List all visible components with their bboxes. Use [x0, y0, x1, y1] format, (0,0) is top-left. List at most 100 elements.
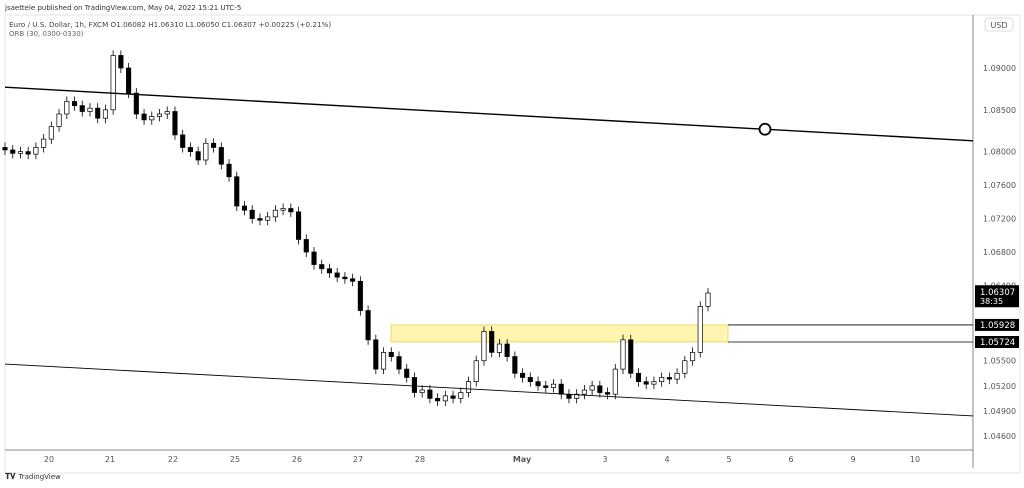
- candle-body: [527, 377, 533, 382]
- candle-body: [334, 272, 340, 278]
- chart-frame: [4, 14, 1021, 474]
- candle-body: [79, 105, 85, 112]
- candle: [303, 234, 309, 258]
- candle-body: [620, 339, 626, 370]
- candle: [674, 368, 680, 385]
- candle-body: [481, 331, 487, 362]
- candle: [357, 276, 363, 316]
- currency-badge[interactable]: USD: [984, 17, 1014, 32]
- candle-body: [659, 377, 665, 382]
- candle-body: [558, 383, 564, 395]
- candle-body: [535, 381, 541, 387]
- candle: [249, 205, 255, 224]
- x-tick-label: 4: [664, 455, 669, 464]
- candle: [489, 326, 495, 358]
- candle: [350, 273, 356, 287]
- candle: [110, 50, 116, 115]
- candle: [141, 108, 147, 125]
- candle-body: [597, 385, 603, 393]
- candle-body: [164, 111, 170, 115]
- candle: [520, 368, 526, 383]
- candle-body: [64, 101, 70, 115]
- candle-body: [589, 385, 595, 391]
- candle-body: [628, 339, 634, 374]
- candle: [48, 121, 54, 145]
- candle-body: [180, 134, 186, 148]
- indicator-legend[interactable]: ORB (30, 0300-0330): [9, 30, 84, 38]
- candle-body: [435, 398, 441, 402]
- candle-body: [465, 381, 472, 393]
- candle-body: [303, 239, 309, 253]
- candle: [64, 96, 70, 120]
- candle-body: [17, 151, 24, 154]
- candle-body: [388, 352, 394, 357]
- zone-price-marker: 1.05928: [975, 318, 1019, 331]
- candle: [504, 338, 510, 362]
- candle-body: [288, 208, 294, 213]
- zone-price-bg: [975, 336, 1019, 349]
- yellow-zone[interactable]: [390, 324, 729, 343]
- candle-body: [581, 389, 587, 395]
- candle-body: [265, 216, 271, 221]
- candle-body: [357, 280, 363, 311]
- candle-body: [133, 92, 139, 115]
- candle-body: [689, 352, 696, 362]
- x-tick-label: 9: [850, 455, 855, 464]
- candle: [427, 384, 433, 404]
- candle-body: [473, 360, 479, 382]
- symbol-legend[interactable]: Euro / U.S. Dollar, 1h, FXCM O1.06082 H1…: [9, 20, 332, 29]
- candle: [635, 368, 642, 387]
- y-tick-label: 1.07600: [983, 181, 1016, 190]
- candle-body: [326, 268, 333, 274]
- candle: [79, 100, 85, 117]
- candle: [558, 379, 564, 400]
- last-price-bg: [975, 285, 1019, 308]
- candle: [149, 111, 155, 125]
- upper-trendline[interactable]: [4, 86, 974, 142]
- candle: [133, 88, 139, 120]
- candle-body: [249, 209, 255, 219]
- candle-body: [87, 107, 93, 112]
- candle: [419, 384, 425, 398]
- candle-body: [380, 352, 387, 370]
- candle: [311, 246, 317, 270]
- candle: [481, 326, 487, 366]
- last-price-label: 1.06307: [980, 288, 1015, 298]
- candle: [620, 334, 626, 375]
- candle-body: [458, 392, 464, 399]
- candle: [612, 364, 618, 400]
- candle: [180, 129, 186, 153]
- candle-body: [504, 343, 510, 357]
- y-tick-label: 1.04600: [983, 432, 1016, 441]
- lower-trendline[interactable]: [4, 363, 974, 417]
- countdown-label: 38:35: [980, 297, 1003, 306]
- x-tick-label: 10: [910, 455, 920, 464]
- candle-body: [643, 381, 649, 385]
- candle: [450, 390, 456, 404]
- candle-body: [404, 368, 410, 378]
- tradingview-logo[interactable]: 𝐓𝐕 TradingView: [5, 472, 61, 482]
- candle: [527, 372, 533, 387]
- candle-body: [651, 381, 657, 385]
- zone-price-label: 1.05928: [980, 321, 1015, 331]
- candle-body: [705, 292, 711, 307]
- candle: [211, 138, 217, 153]
- x-tick-label: 3: [602, 455, 607, 464]
- candle-body: [118, 55, 124, 69]
- candle: [473, 355, 479, 387]
- candle: [265, 211, 271, 226]
- candle-body: [2, 147, 8, 151]
- candle: [435, 393, 441, 406]
- target-circle-marker[interactable]: [758, 122, 772, 136]
- zone-price-bg: [975, 318, 1019, 331]
- candle-body: [442, 395, 448, 402]
- candle-body: [612, 368, 618, 395]
- candle-body: [520, 372, 526, 378]
- candle: [95, 103, 101, 124]
- candle: [218, 142, 224, 170]
- candle: [126, 62, 132, 99]
- candle: [496, 338, 502, 358]
- candle: [102, 104, 108, 124]
